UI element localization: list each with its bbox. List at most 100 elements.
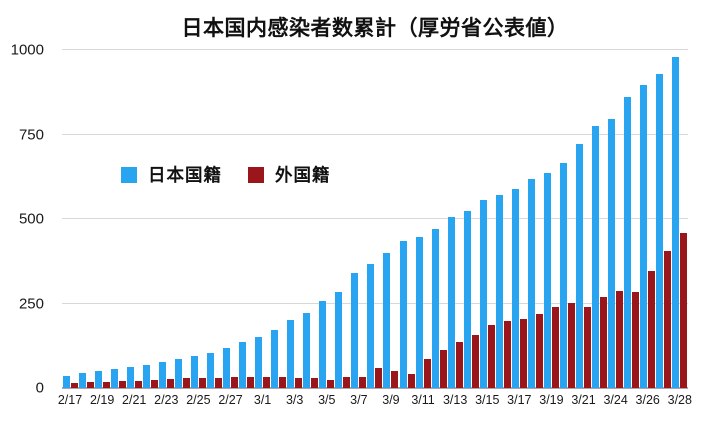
- bar-japanese: [543, 173, 551, 388]
- x-axis-tick-label: 3/15: [475, 393, 500, 407]
- bar-pair-2-21: 2/21: [122, 50, 146, 407]
- bar-pair-2-22: [142, 50, 158, 388]
- bar-japanese: [255, 336, 263, 388]
- legend: 日本国籍 外国籍: [121, 162, 331, 187]
- bar-foreign: [166, 378, 174, 388]
- bar-foreign: [118, 381, 126, 388]
- x-axis-tick-label: 3/3: [285, 393, 304, 407]
- bar-pair-3-17: 3/17: [507, 50, 532, 407]
- bar-foreign: [375, 368, 383, 388]
- y-axis-tick-label: 0: [35, 379, 44, 397]
- bar-japanese: [479, 199, 487, 388]
- bar-pair-2-25: 2/25: [186, 50, 211, 407]
- x-axis-tick-label: 3/1: [253, 393, 272, 407]
- x-axis-tick-label: 2/17: [57, 393, 83, 407]
- bar-pair-3-12: [431, 50, 447, 388]
- bar-foreign: [471, 334, 479, 388]
- bar-pair-3-25: [624, 50, 640, 388]
- bar-pair-3-6: [335, 50, 351, 388]
- bar-pair-2-28: [239, 50, 255, 388]
- bar-foreign: [423, 358, 431, 388]
- bar-japanese: [399, 241, 407, 388]
- bar-foreign: [295, 377, 303, 388]
- bar-foreign: [616, 291, 624, 388]
- bar-japanese: [367, 264, 375, 388]
- legend-label: 日本国籍: [148, 165, 222, 185]
- bar-pair-3-28: 3/28: [668, 50, 692, 407]
- x-axis-tick-label: 3/5: [318, 393, 336, 407]
- bar-japanese: [447, 216, 455, 388]
- bar-foreign: [359, 377, 367, 388]
- bar-pair-3-7: 3/7: [350, 50, 368, 407]
- bar-japanese: [608, 119, 616, 388]
- gridline: [62, 218, 688, 219]
- bar-foreign: [455, 342, 463, 388]
- x-axis-tick-label: 3/7: [350, 393, 368, 407]
- gridline: [62, 302, 688, 304]
- x-axis-tick-label: 3/24: [603, 393, 628, 407]
- y-axis-tick-label: 750: [18, 126, 44, 143]
- bar-pair-2-17: 2/17: [58, 50, 82, 407]
- y-axis-tick-label: 500: [18, 210, 44, 228]
- bar-japanese: [142, 365, 150, 388]
- x-axis-tick-label: 3/11: [411, 393, 435, 407]
- bar-pair-2-26: [206, 50, 222, 388]
- plot-area: 2/17 2/19 2/21 2/23 2/25 2/27 3/1 3/3 3/5 3/7 3/9 3…: [58, 49, 692, 407]
- bar-pair-3-11: 3/11: [411, 50, 435, 407]
- bar-japanese: [174, 358, 182, 388]
- x-axis-tick-label: 2/25: [186, 393, 211, 407]
- bar-japanese: [624, 96, 632, 388]
- bar-foreign: [551, 306, 559, 388]
- bar-foreign: [632, 292, 640, 388]
- bar-series-container: 2/17 2/19 2/21 2/23 2/25 2/27 3/1 3/3 3/5 3/7 3/9 3…: [58, 50, 692, 407]
- legend-swatch-icon: [248, 166, 264, 183]
- bar-pair-2-27: 2/27: [218, 50, 243, 407]
- bar-foreign: [263, 376, 271, 388]
- bar-pair-3-8: [367, 50, 383, 388]
- bar-foreign: [182, 378, 190, 388]
- y-axis-tick-label: 1000: [10, 41, 44, 59]
- bar-pair-3-5: 3/5: [318, 50, 335, 407]
- legend-item: 日本国籍: [121, 162, 222, 187]
- x-axis-tick-label: 2/21: [122, 393, 147, 407]
- bar-japanese: [126, 367, 134, 388]
- legend-item: 外国籍: [248, 162, 331, 187]
- bar-pair-3-26: 3/26: [636, 50, 660, 407]
- bar-japanese: [495, 195, 503, 388]
- bar-foreign: [70, 382, 78, 388]
- bar-pair-3-24: 3/24: [603, 50, 628, 407]
- bar-pair-3-19: 3/19: [539, 50, 564, 407]
- bar-japanese: [239, 342, 247, 388]
- bar-japanese: [110, 369, 118, 388]
- bar-pair-2-20: [110, 50, 126, 388]
- bar-japanese: [351, 272, 359, 388]
- bar-japanese: [335, 292, 343, 388]
- bar-foreign: [664, 250, 672, 388]
- bar-foreign: [648, 271, 656, 388]
- bar-foreign: [519, 318, 527, 388]
- bar-foreign: [86, 382, 94, 388]
- bar-foreign: [102, 381, 110, 388]
- x-axis-tick-label: 3/9: [382, 393, 400, 407]
- bar-japanese: [271, 329, 279, 388]
- x-axis-tick-label: 3/21: [571, 393, 596, 407]
- bar-japanese: [559, 163, 567, 388]
- bar-japanese: [672, 57, 680, 388]
- bar-japanese: [190, 356, 198, 388]
- bar-japanese: [303, 312, 311, 388]
- bar-pair-3-4: [303, 50, 319, 388]
- bar-japanese: [158, 362, 166, 388]
- x-axis-tick-label: 3/17: [507, 393, 532, 407]
- bar-foreign: [198, 377, 206, 388]
- bar-foreign: [311, 378, 319, 388]
- y-axis: 0 250 500 750 1000: [0, 42, 50, 397]
- bar-pair-3-9: 3/9: [382, 50, 400, 407]
- bar-foreign: [439, 349, 447, 388]
- gridline: [62, 49, 688, 50]
- bar-japanese: [431, 229, 439, 388]
- bar-pair-3-10: [399, 50, 415, 388]
- bar-japanese: [62, 375, 70, 388]
- chart-title: 日本国内感染者数累計（厚労省公表値）: [181, 17, 569, 40]
- x-axis-tick-label: 3/28: [667, 393, 692, 407]
